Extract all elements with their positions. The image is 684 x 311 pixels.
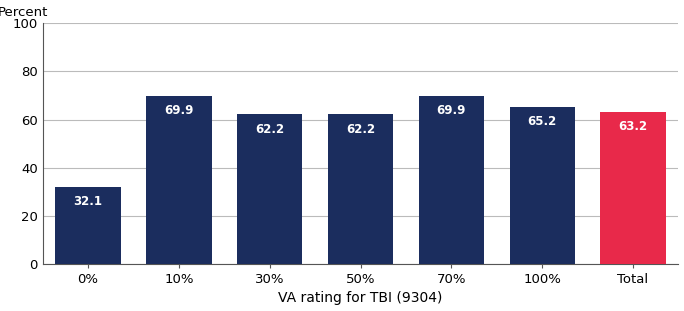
Text: 63.2: 63.2 — [618, 120, 648, 133]
Text: 69.9: 69.9 — [436, 104, 466, 117]
Text: 62.2: 62.2 — [255, 123, 285, 136]
Text: 69.9: 69.9 — [164, 104, 194, 117]
Text: 62.2: 62.2 — [346, 123, 375, 136]
Bar — [328, 114, 393, 264]
Text: Percent: Percent — [0, 6, 49, 19]
Bar — [55, 187, 121, 264]
Bar — [419, 96, 484, 264]
X-axis label: VA rating for TBI (9304): VA rating for TBI (9304) — [278, 291, 443, 305]
Text: 65.2: 65.2 — [527, 115, 557, 128]
Bar — [146, 96, 211, 264]
Bar — [510, 107, 575, 264]
Bar — [237, 114, 302, 264]
Text: 32.1: 32.1 — [74, 195, 103, 208]
Bar — [601, 112, 666, 264]
